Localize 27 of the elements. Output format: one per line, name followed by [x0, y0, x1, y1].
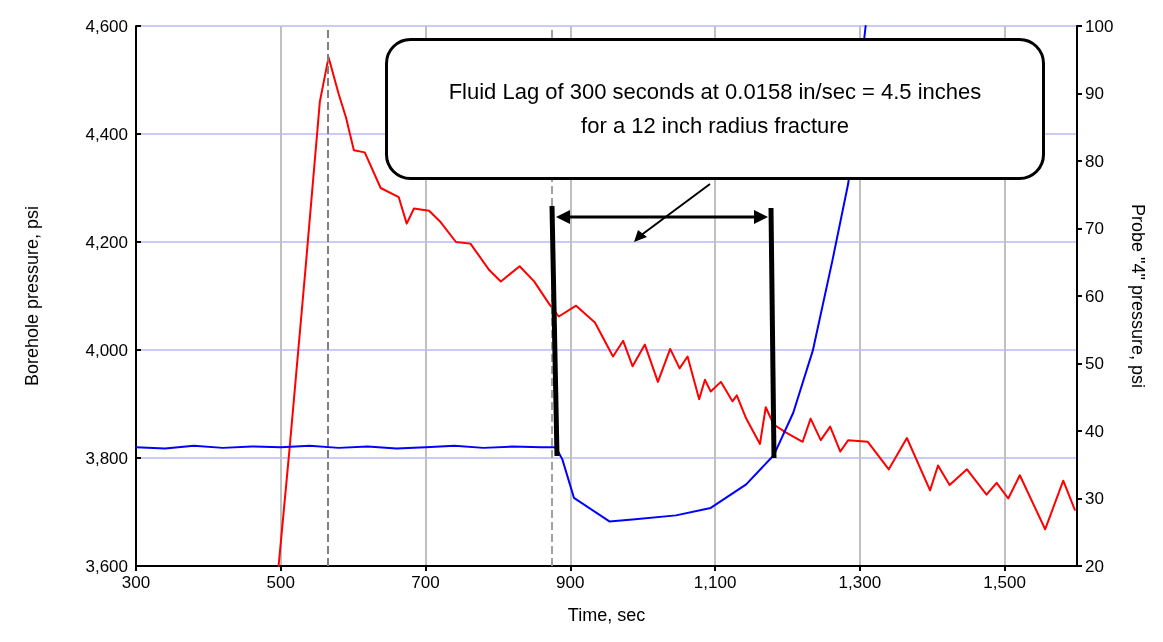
x-axis-title: Time, sec	[567, 605, 646, 625]
y-axis-title: Borehole pressure, psi	[22, 205, 42, 387]
y2-tick-label: 90	[1085, 84, 1104, 103]
y-tick-label: 4,000	[85, 340, 128, 360]
y2-tick-label: 40	[1085, 421, 1104, 441]
y-tick-label: 3,800	[85, 448, 128, 468]
y2-tick-label: 70	[1085, 219, 1104, 238]
y-tick-label: 4,400	[85, 124, 128, 144]
x-tick-label: 1,100	[693, 573, 737, 592]
y2-tick-label: 80	[1085, 151, 1104, 171]
y-tick-label: 4,200	[85, 232, 128, 252]
x-tick-label: 300	[121, 573, 151, 592]
y2-tick-label: 60	[1085, 286, 1104, 306]
y-tick-label: 4,600	[85, 16, 128, 36]
x-tick-label: 1,500	[983, 573, 1026, 592]
annotation: Fluid Lag of 300 seconds at 0.0158 in/sec = 4.5 inches for a 12 inch radius fracture	[447, 77, 983, 140]
x-tick-label: 900	[556, 573, 585, 592]
line-series	[277, 56, 1076, 567]
x-tick-label: 500	[266, 573, 295, 592]
y2-tick-label: 50	[1085, 354, 1104, 373]
y2-tick-label: 20	[1085, 556, 1104, 576]
x-tick-label: 700	[411, 573, 440, 592]
y2-axis-title: Probe "4" pressure, psi	[1128, 204, 1148, 388]
y2-tick-label: 100	[1085, 16, 1114, 36]
y-tick-label: 3,600	[85, 556, 128, 576]
y2-tick-label: 30	[1085, 489, 1104, 508]
x-tick-label: 1,300	[838, 573, 882, 592]
